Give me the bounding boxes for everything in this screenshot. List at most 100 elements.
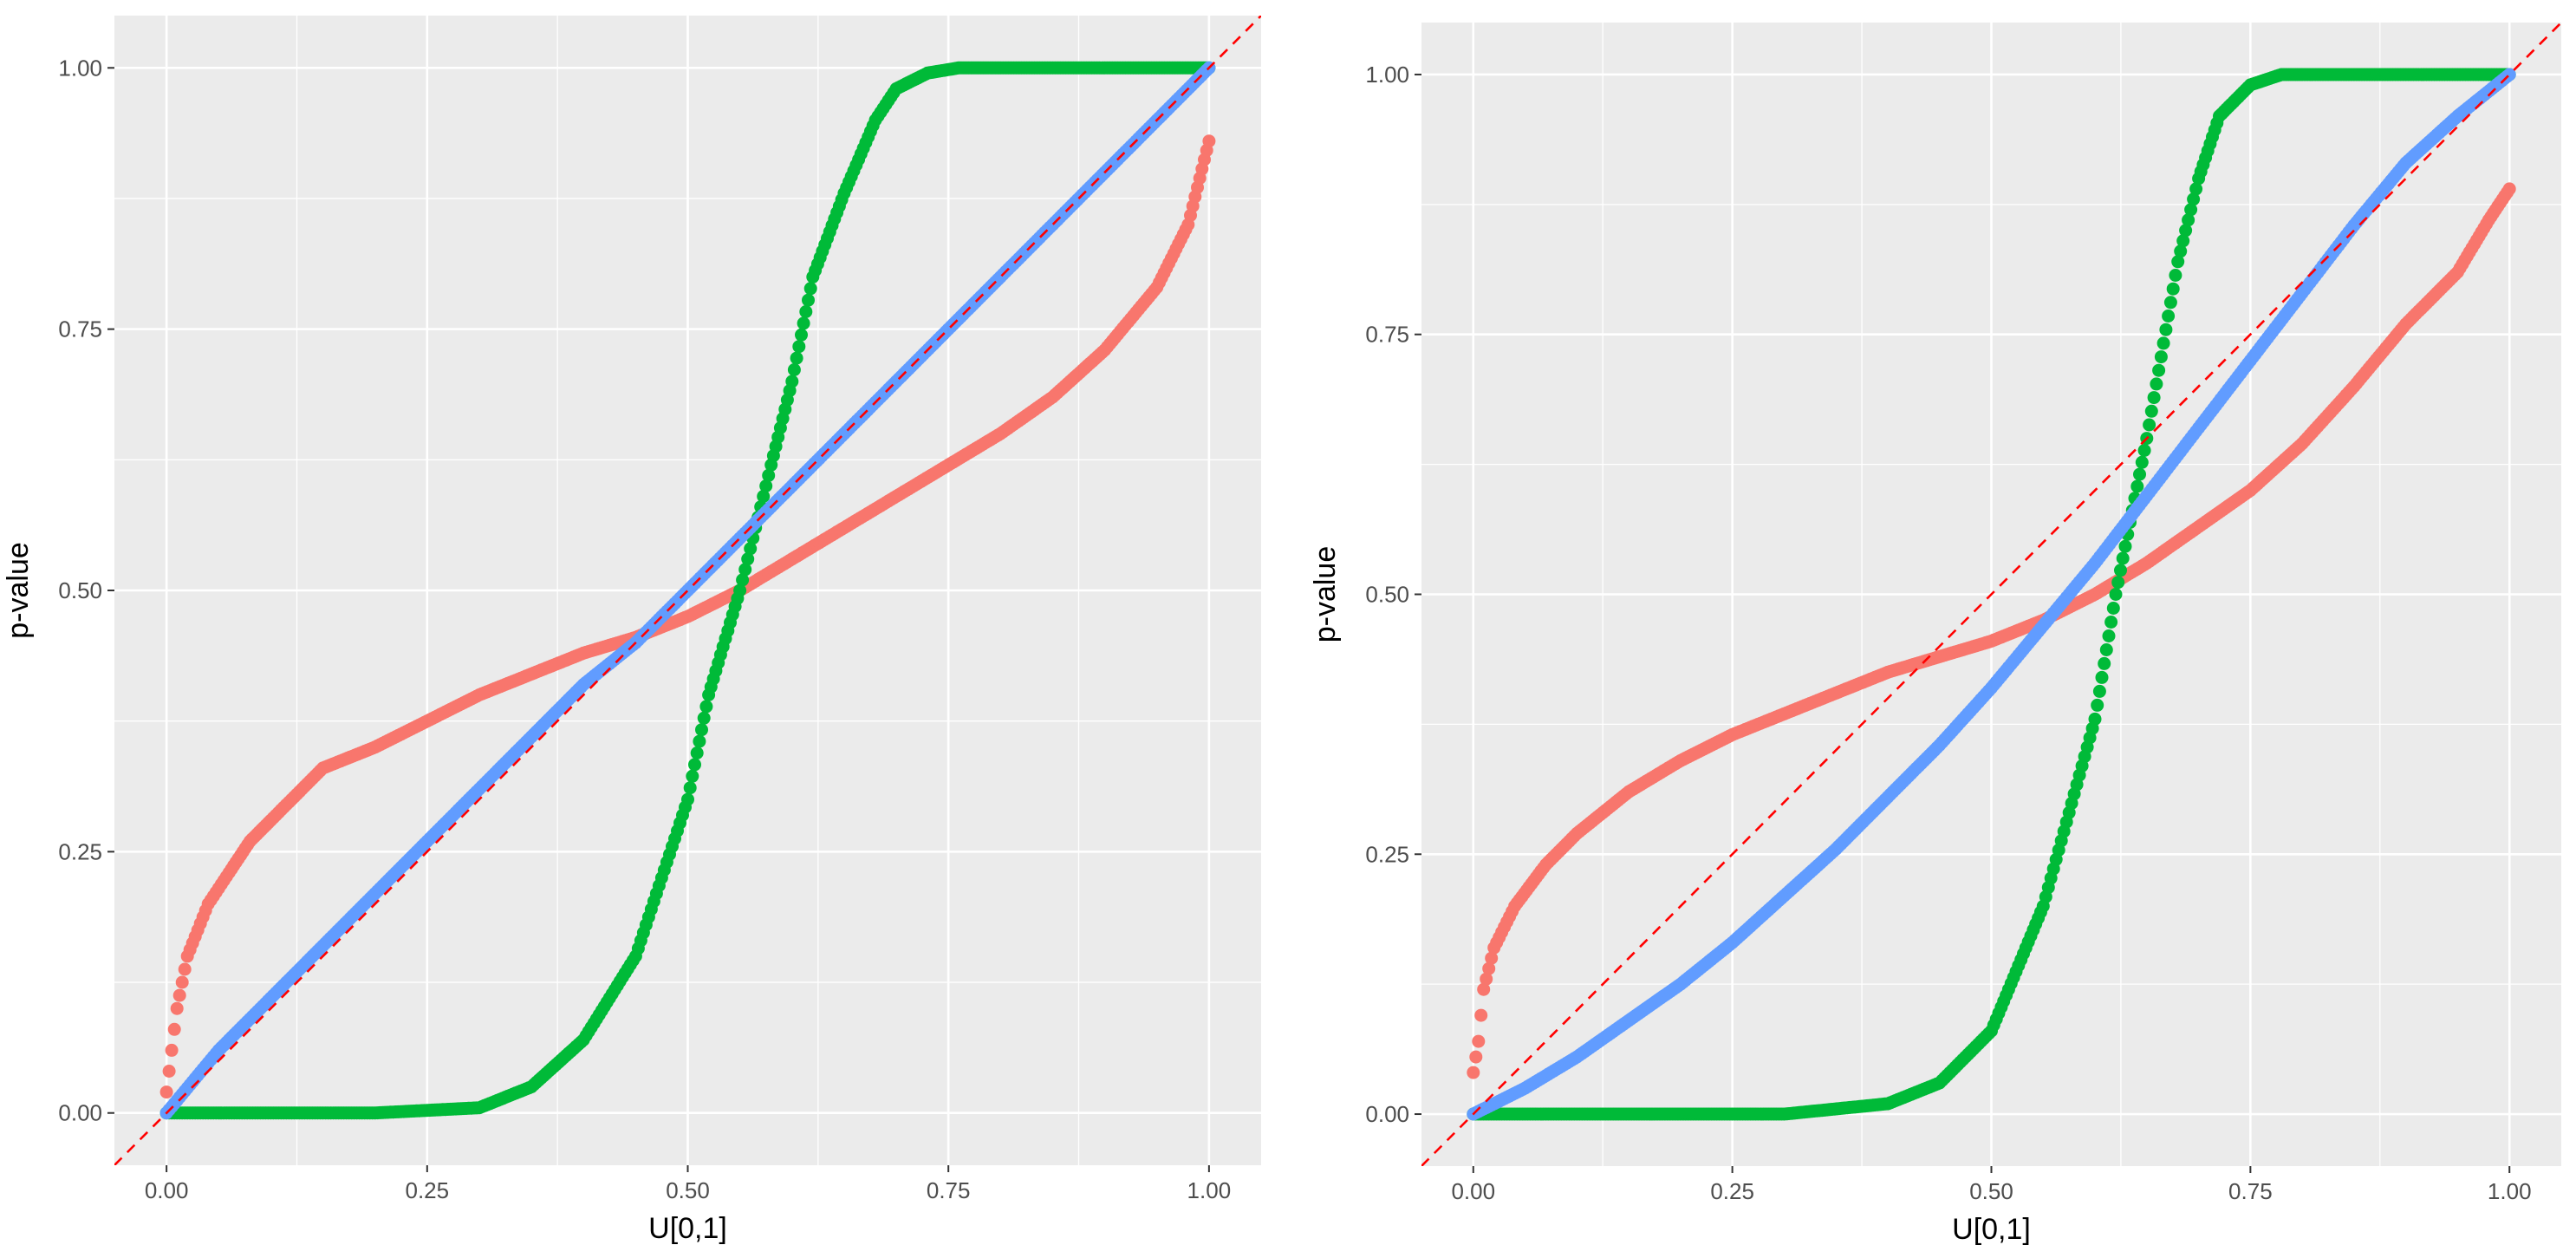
x-tick-label: 0.75	[927, 1177, 971, 1203]
reference-line	[114, 16, 1261, 1165]
data-point	[2171, 255, 2185, 269]
data-point	[172, 988, 186, 1002]
data-point	[790, 351, 803, 365]
x-tick-label: 1.00	[1187, 1177, 1232, 1203]
data-point	[165, 1043, 179, 1057]
data-point	[2109, 588, 2123, 601]
y-tick-label: 0.50	[1365, 582, 1409, 608]
data-point	[759, 479, 773, 492]
data-point	[681, 792, 694, 806]
data-point	[695, 723, 708, 737]
data-point	[2189, 182, 2203, 196]
data-point	[170, 1001, 184, 1015]
data-point	[785, 375, 799, 388]
data-point	[1485, 951, 1499, 965]
data-point	[744, 542, 758, 556]
y-tick-label: 0.00	[58, 1100, 102, 1126]
y-tick-label: 0.25	[58, 838, 102, 864]
data-point	[2114, 564, 2127, 577]
data-point	[2187, 192, 2201, 206]
data-point	[795, 328, 808, 342]
data-point	[2102, 629, 2116, 642]
data-point	[159, 1085, 173, 1099]
data-point	[738, 563, 752, 577]
data-point	[797, 316, 810, 330]
x-tick-label: 1.00	[2488, 1178, 2532, 1204]
x-tick-label: 0.75	[2228, 1178, 2273, 1204]
y-tick-label: 0.75	[58, 316, 102, 342]
data-point	[2163, 296, 2177, 310]
data-point	[802, 293, 815, 307]
data-point	[1480, 972, 1493, 986]
data-point	[2135, 455, 2149, 469]
x-tick-label: 0.00	[1451, 1178, 1495, 1204]
y-tick-label: 0.50	[58, 577, 102, 603]
data-point	[2147, 391, 2161, 405]
x-tick-label: 0.25	[406, 1177, 450, 1203]
data-point	[2088, 712, 2102, 726]
data-point	[1202, 134, 1216, 148]
data-point	[2179, 224, 2193, 238]
y-tick-label: 1.00	[1365, 62, 1409, 88]
x-tick-label: 0.25	[1710, 1178, 1754, 1204]
data-point	[2137, 444, 2151, 457]
series-green	[159, 61, 1216, 1120]
data-point	[178, 962, 192, 976]
data-point	[1472, 1034, 1486, 1048]
data-point	[2152, 363, 2166, 377]
data-point	[2174, 244, 2188, 258]
series-red	[159, 134, 1216, 1099]
x-axis-title: U[0,1]	[648, 1212, 727, 1245]
data-point	[2169, 269, 2182, 282]
data-point	[2166, 282, 2180, 296]
data-point	[2091, 698, 2104, 712]
data-point	[2104, 616, 2118, 629]
data-point	[2095, 670, 2109, 684]
data-point	[757, 490, 771, 503]
data-point	[167, 1022, 181, 1036]
data-point	[2130, 479, 2144, 493]
data-point	[2502, 182, 2516, 196]
chart-panel-2: 0.00 0.25 0.50 0.75 1.00 0.00 0.25 0.50 0.75 1.00…	[1309, 23, 2561, 1246]
data-point	[699, 700, 713, 714]
series-red	[1467, 182, 2516, 1079]
y-tick-label: 1.00	[58, 55, 102, 81]
data-point	[1474, 1008, 1488, 1022]
data-point	[688, 758, 701, 772]
data-point	[2154, 350, 2168, 364]
data-point	[1482, 961, 1496, 975]
data-point	[2150, 377, 2163, 391]
reference-line	[1421, 23, 2561, 1166]
data-point	[1467, 1066, 1480, 1079]
data-point	[787, 363, 801, 376]
data-point	[175, 975, 189, 989]
data-point	[2099, 643, 2113, 656]
data-point	[2098, 656, 2111, 670]
y-axis-title: p-value	[1309, 546, 1342, 643]
data-point	[1477, 982, 1491, 996]
x-tick-label: 0.50	[1969, 1178, 2013, 1204]
series-blue	[1467, 68, 2516, 1121]
data-point	[690, 746, 704, 759]
data-point	[803, 282, 817, 296]
data-point	[2159, 323, 2173, 336]
data-point	[1469, 1050, 1483, 1064]
data-point	[792, 340, 806, 354]
data-point	[2143, 418, 2156, 432]
data-point	[762, 468, 776, 482]
x-axis-title: U[0,1]	[1952, 1213, 2031, 1246]
data-point	[2144, 404, 2158, 418]
data-point	[2106, 602, 2120, 615]
y-tick-label: 0.25	[1365, 841, 1409, 867]
data-point	[2133, 467, 2146, 481]
data-point	[2092, 684, 2106, 698]
series-green	[1467, 68, 2516, 1121]
y-axis-title: p-value	[2, 542, 35, 639]
data-point	[741, 552, 755, 566]
data-point	[2156, 336, 2170, 350]
data-point	[2162, 310, 2176, 323]
y-tick-label: 0.00	[1365, 1101, 1409, 1127]
data-point	[799, 305, 813, 318]
data-point	[733, 583, 747, 597]
